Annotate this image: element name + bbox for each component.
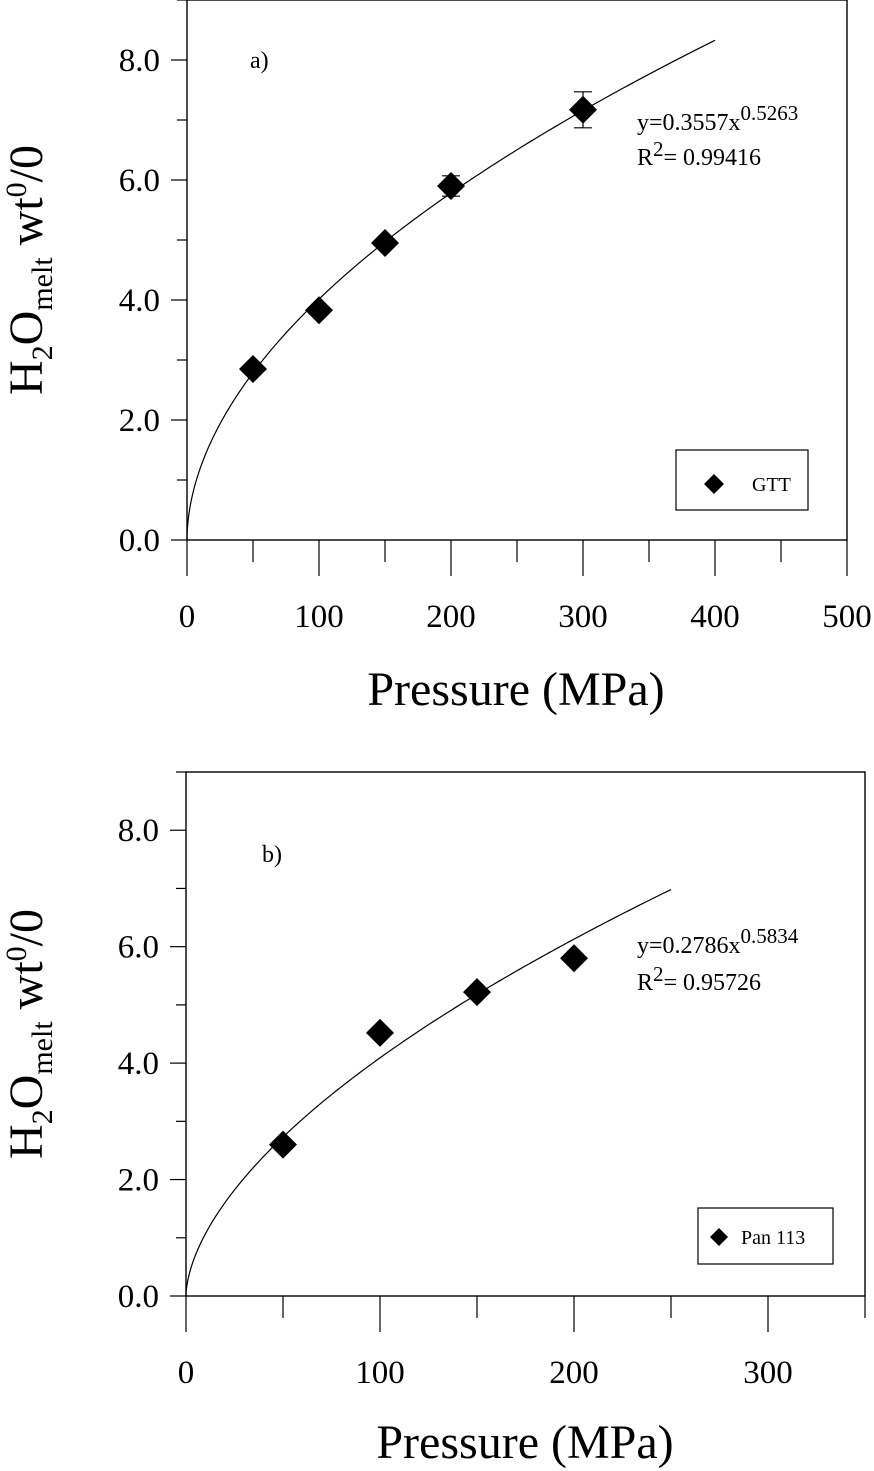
x-tick-label: 0	[179, 599, 196, 635]
equation-exponent: 0.5263	[741, 101, 799, 125]
x-tick-label: 0	[178, 1355, 195, 1391]
r2-value: = 0.99416	[664, 145, 762, 171]
fit-r-squared: R2= 0.95726	[637, 962, 761, 996]
panel-label: a)	[250, 48, 269, 74]
data-point	[437, 172, 465, 200]
data-point	[560, 944, 588, 973]
data-points	[269, 944, 588, 1159]
fit-curve	[186, 39, 716, 541]
data-point	[366, 1018, 394, 1047]
y-tick-label: 0.0	[119, 523, 160, 559]
fit-equation: y=0.2786x0.5834	[637, 924, 799, 959]
legend-entry: GTT	[752, 474, 791, 496]
legend-box	[675, 449, 809, 511]
x-tick-label: 500	[822, 599, 872, 635]
legend-marker	[704, 474, 724, 494]
data-point	[463, 978, 491, 1007]
fit-curve	[185, 888, 672, 1297]
y-tick-label: 2.0	[119, 403, 160, 439]
y-tick-label: 6.0	[118, 930, 159, 966]
error-bars	[442, 91, 592, 197]
x-axis-title: Pressure (MPa)	[367, 663, 664, 716]
x-tick-labels: 0 100 200 300	[178, 1355, 793, 1391]
y-tick-label: 0.0	[118, 1279, 159, 1315]
r2-prefix: R	[637, 145, 653, 171]
chart-panel-b: 0.0 2.0 4.0 6.0 8.0 0 100 200 300 b) y=0…	[0, 771, 866, 1469]
data-point	[305, 296, 333, 325]
r2-superscript: 2	[653, 962, 664, 986]
equation-text: y=0.2786x	[637, 933, 741, 959]
x-tick-label: 400	[690, 599, 740, 635]
fit-equation: y=0.3557x0.5263	[637, 101, 798, 136]
legend-marker	[710, 1228, 728, 1246]
y-tick-label: 4.0	[118, 1046, 159, 1082]
panel-label: b)	[262, 842, 282, 868]
axis-ticks	[170, 771, 866, 1332]
y-tick-labels: 0.0 2.0 4.0 6.0 8.0	[119, 43, 160, 559]
y-axis-title: H2Omelt wt0/0	[0, 145, 59, 395]
x-tick-label: 100	[355, 1355, 405, 1391]
chart-panel-a: 0.0 2.0 4.0 6.0 8.0 0 100 200 300 400 50…	[0, 0, 872, 716]
x-axis-title: Pressure (MPa)	[376, 1416, 673, 1469]
y-tick-label: 8.0	[118, 813, 159, 849]
fit-r-squared: R2= 0.99416	[637, 137, 761, 171]
r2-prefix: R	[637, 970, 653, 996]
legend-entry: Pan 113	[741, 1227, 805, 1249]
data-point	[239, 355, 267, 383]
y-tick-label: 2.0	[118, 1163, 159, 1199]
x-tick-label: 300	[743, 1355, 793, 1391]
plot-frame	[185, 771, 866, 1297]
data-point	[371, 229, 399, 257]
y-tick-labels: 0.0 2.0 4.0 6.0 8.0	[118, 813, 159, 1315]
data-point	[269, 1130, 297, 1159]
y-tick-label: 8.0	[119, 43, 160, 79]
data-points	[239, 95, 597, 383]
y-tick-label: 4.0	[119, 283, 160, 319]
equation-text: y=0.3557x	[637, 110, 741, 136]
x-tick-label: 200	[549, 1355, 599, 1391]
axis-ticks	[171, 0, 848, 576]
y-axis-title: H2Omelt wt0/0	[0, 909, 59, 1159]
y-tick-label: 6.0	[119, 163, 160, 199]
r2-superscript: 2	[653, 137, 664, 161]
data-point	[569, 95, 597, 124]
r2-value: = 0.95726	[664, 970, 762, 996]
x-tick-label: 100	[294, 599, 344, 635]
x-tick-labels: 0 100 200 300 400 500	[179, 599, 872, 635]
x-tick-label: 200	[426, 599, 476, 635]
x-tick-label: 300	[558, 599, 608, 635]
equation-exponent: 0.5834	[741, 924, 799, 948]
